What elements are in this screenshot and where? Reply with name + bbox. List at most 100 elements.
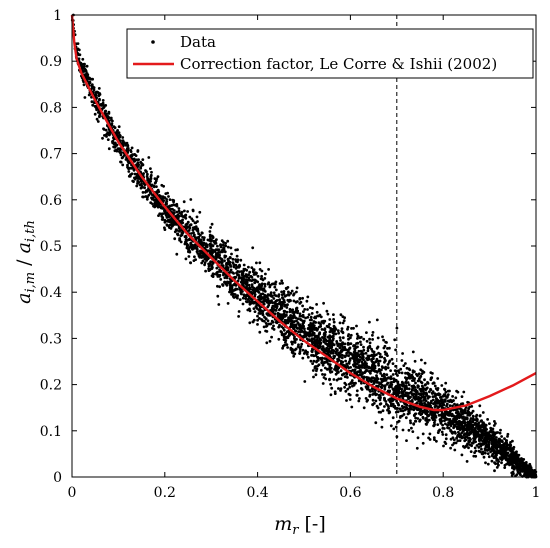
data-point <box>226 245 230 249</box>
data-point <box>322 361 326 365</box>
data-point <box>145 175 149 178</box>
data-point <box>197 239 201 243</box>
data-point <box>319 356 322 360</box>
data-point <box>383 384 386 388</box>
data-point <box>226 281 230 285</box>
data-point <box>83 96 87 99</box>
data-point <box>473 446 477 450</box>
data-point <box>82 66 85 70</box>
data-point <box>323 327 327 330</box>
data-point <box>341 321 345 325</box>
data-point <box>255 288 259 292</box>
data-point <box>425 423 428 426</box>
data-point <box>136 162 139 166</box>
data-point <box>363 360 367 363</box>
data-point <box>96 120 100 123</box>
data-point <box>90 84 94 88</box>
data-point <box>470 423 474 427</box>
data-point <box>486 462 490 466</box>
data-point <box>304 316 307 320</box>
data-point <box>495 436 498 439</box>
data-point <box>209 247 213 250</box>
data-point <box>338 336 342 339</box>
data-point <box>377 396 381 400</box>
data-point <box>348 393 352 397</box>
data-point <box>423 361 427 365</box>
data-point <box>336 371 339 375</box>
data-point <box>292 293 295 297</box>
data-point <box>341 336 345 340</box>
data-point <box>311 306 314 310</box>
data-point <box>260 274 263 278</box>
data-point <box>256 274 260 278</box>
data-point <box>426 396 430 400</box>
data-point <box>150 170 153 174</box>
data-point <box>311 362 314 365</box>
data-point <box>390 357 394 361</box>
data-point <box>317 321 321 324</box>
data-point <box>331 338 335 342</box>
data-point <box>453 415 457 418</box>
data-point <box>248 270 252 274</box>
data-point <box>451 443 454 447</box>
data-point <box>167 218 171 222</box>
data-point <box>297 330 300 334</box>
data-point <box>409 421 412 425</box>
data-point <box>478 437 482 441</box>
data-point <box>483 451 487 455</box>
data-point <box>368 390 372 393</box>
data-point <box>177 209 181 213</box>
data-point <box>99 103 103 106</box>
data-point <box>525 466 528 470</box>
data-point <box>97 92 101 95</box>
data-point <box>104 104 108 107</box>
data-point <box>480 447 483 451</box>
data-point <box>366 386 370 390</box>
data-point <box>221 284 225 287</box>
data-point <box>361 365 365 369</box>
data-point <box>404 380 408 384</box>
data-point <box>376 336 380 340</box>
data-point <box>184 240 188 244</box>
data-point <box>292 299 296 303</box>
data-point <box>452 438 456 442</box>
data-point <box>497 444 500 448</box>
data-point <box>461 410 465 414</box>
data-point <box>317 363 321 367</box>
data-point <box>191 219 195 223</box>
data-point <box>248 299 252 303</box>
data-point <box>340 327 344 330</box>
data-point <box>236 294 240 298</box>
data-point <box>236 260 239 264</box>
data-point <box>364 369 368 373</box>
data-point <box>444 381 448 385</box>
data-point <box>262 325 266 329</box>
data-point <box>508 443 512 447</box>
data-point <box>112 136 115 140</box>
data-point <box>325 346 328 350</box>
data-point <box>175 223 178 226</box>
data-point <box>478 429 481 433</box>
data-point <box>358 336 362 340</box>
data-point <box>102 106 105 110</box>
data-point <box>448 389 451 393</box>
data-point <box>234 284 238 287</box>
data-point <box>189 241 193 245</box>
data-point <box>471 414 475 418</box>
data-point <box>361 363 365 367</box>
y-tick-label: 0.1 <box>40 424 62 440</box>
data-point <box>495 466 499 469</box>
data-point <box>362 337 366 341</box>
data-point <box>263 315 266 319</box>
data-point <box>332 318 335 321</box>
data-point <box>298 314 302 318</box>
data-point <box>200 250 204 254</box>
data-point <box>375 374 378 378</box>
data-point <box>262 302 266 306</box>
data-point <box>326 325 329 328</box>
data-point <box>130 146 134 150</box>
data-point <box>433 419 437 422</box>
data-point <box>241 302 245 306</box>
data-point <box>410 426 413 430</box>
data-point <box>226 261 229 265</box>
